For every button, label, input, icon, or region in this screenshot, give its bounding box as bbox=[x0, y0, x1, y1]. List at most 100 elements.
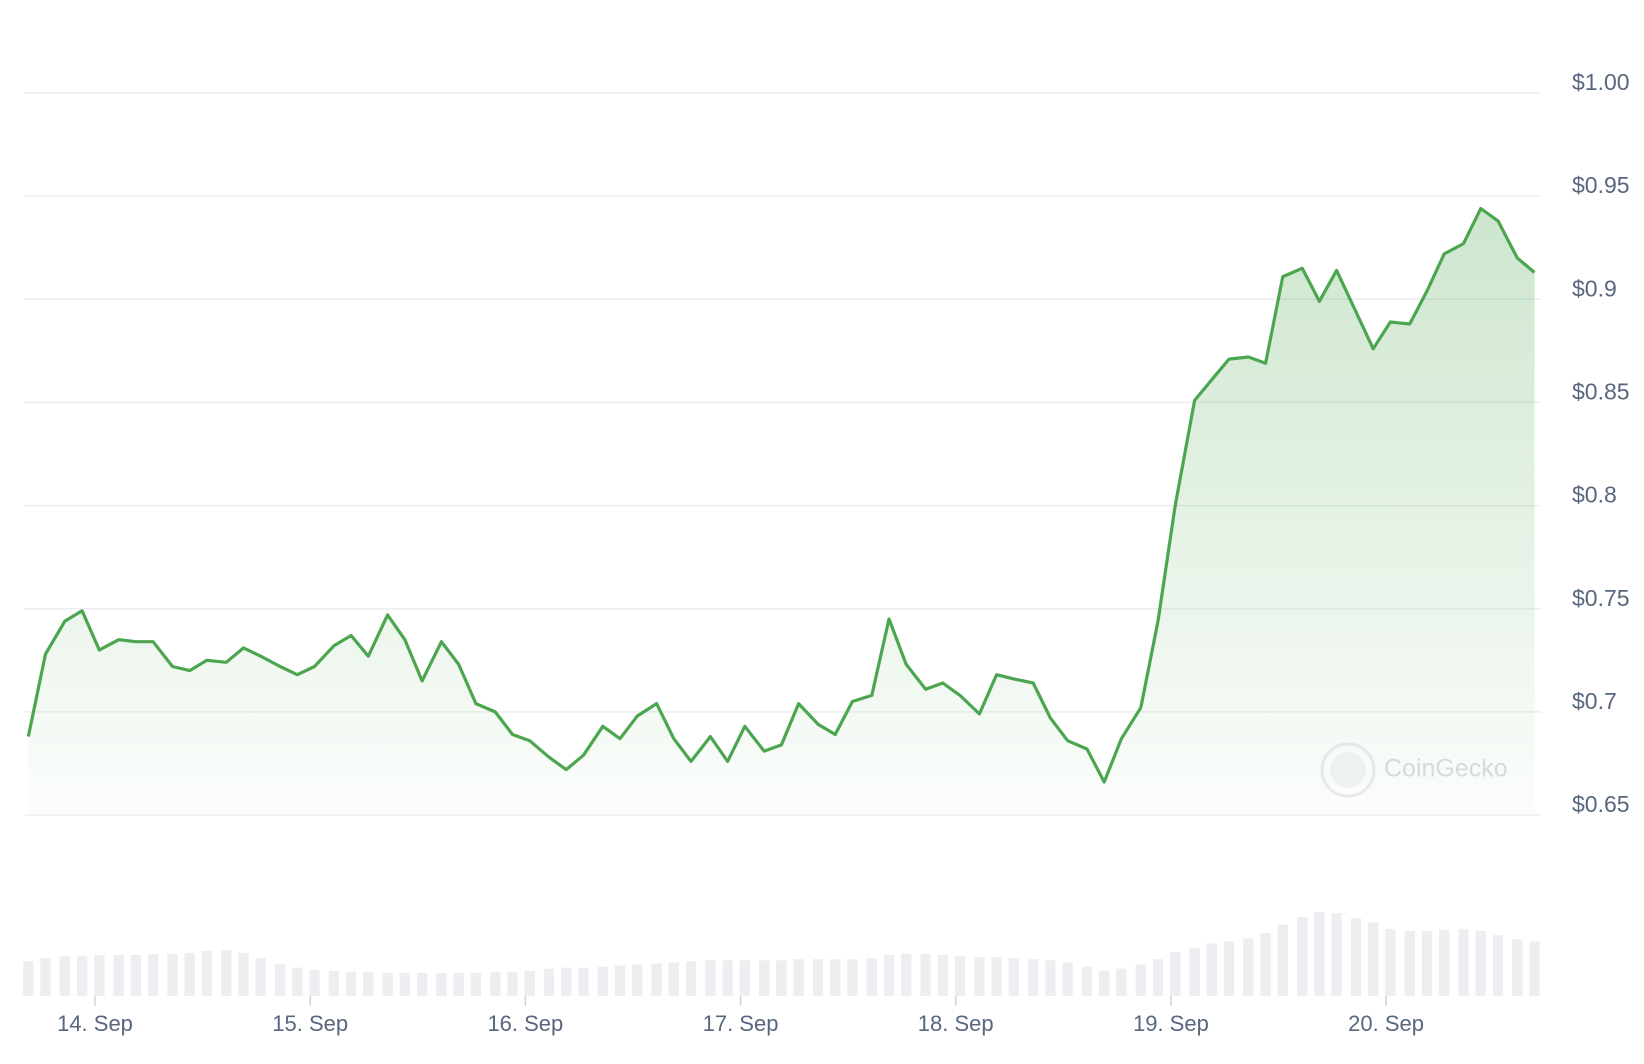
volume-bar bbox=[1062, 962, 1073, 996]
volume-bar bbox=[309, 969, 320, 996]
volume-bar bbox=[1045, 960, 1056, 996]
volume-bar bbox=[94, 955, 105, 996]
volume-bar bbox=[776, 960, 787, 996]
volume-bar bbox=[1170, 951, 1181, 996]
volume-bar bbox=[524, 970, 535, 996]
volume-bar bbox=[1223, 941, 1235, 996]
volume-bar bbox=[632, 964, 643, 996]
volume-bar bbox=[974, 957, 985, 996]
volume-bar bbox=[1260, 933, 1271, 996]
y-tick-label: $0.9 bbox=[1572, 275, 1617, 301]
volume-bar bbox=[363, 971, 374, 996]
volume-bar bbox=[866, 958, 877, 996]
volume-bar bbox=[1421, 930, 1433, 996]
volume-bar bbox=[255, 958, 266, 996]
volume-bar bbox=[1458, 928, 1469, 996]
x-tick-label: 18. Sep bbox=[918, 1011, 994, 1036]
volume-bar bbox=[382, 972, 393, 996]
volume-bar bbox=[1028, 959, 1039, 996]
volume-bar bbox=[40, 958, 51, 996]
volume-bar bbox=[597, 966, 608, 996]
volume-bar bbox=[685, 961, 697, 996]
volume-bar bbox=[76, 956, 88, 996]
y-tick-label: $1.00 bbox=[1572, 69, 1630, 95]
x-tick-label: 16. Sep bbox=[487, 1011, 563, 1036]
volume-bar bbox=[1296, 917, 1308, 996]
x-tick-label: 19. Sep bbox=[1133, 1011, 1209, 1036]
volume-bar bbox=[1189, 947, 1200, 996]
volume-bar bbox=[793, 959, 804, 996]
volume-bar bbox=[147, 954, 159, 996]
x-tick-label: 20. Sep bbox=[1348, 1011, 1424, 1036]
volume-bar bbox=[274, 964, 286, 996]
volume-bar bbox=[847, 959, 858, 996]
volume-bar bbox=[201, 950, 213, 996]
volume-bar bbox=[561, 967, 572, 996]
volume-bar bbox=[1331, 913, 1342, 996]
volume-bar bbox=[937, 955, 948, 996]
volume-bar bbox=[167, 954, 178, 996]
watermark-logo-inner bbox=[1330, 752, 1366, 788]
x-tick-label: 15. Sep bbox=[272, 1011, 348, 1036]
volume-bar bbox=[1008, 958, 1019, 996]
volume-bar bbox=[759, 960, 770, 996]
volume-bar bbox=[507, 971, 518, 996]
volume-bar bbox=[1243, 938, 1254, 996]
y-tick-label: $0.65 bbox=[1572, 791, 1630, 817]
price-line bbox=[26, 206, 1536, 784]
x-tick-label: 14. Sep bbox=[57, 1011, 133, 1036]
volume-bar bbox=[1314, 912, 1325, 996]
volume-bar bbox=[436, 972, 447, 996]
volume-bar bbox=[614, 965, 626, 996]
volume-bar bbox=[901, 954, 912, 996]
volume-bar bbox=[651, 963, 662, 996]
volume-bar bbox=[578, 967, 589, 996]
volume-bar bbox=[130, 955, 142, 996]
volume-bar bbox=[1385, 928, 1396, 996]
volume-bar bbox=[399, 972, 411, 996]
volume-bar bbox=[292, 967, 303, 996]
volume-bar bbox=[238, 952, 249, 996]
volume-bar bbox=[1350, 918, 1362, 996]
y-tick-label: $0.8 bbox=[1572, 482, 1617, 508]
y-tick-label: $0.85 bbox=[1572, 379, 1630, 405]
volume-bar bbox=[954, 956, 966, 996]
volume-bar bbox=[416, 972, 428, 996]
volume-bar bbox=[1492, 935, 1504, 996]
volume-bar bbox=[668, 962, 679, 996]
volume-bar bbox=[1475, 930, 1486, 996]
volume-bar bbox=[453, 972, 464, 996]
y-tick-label: $0.95 bbox=[1572, 172, 1630, 198]
volume-bar bbox=[345, 971, 357, 996]
volume-bar bbox=[722, 960, 733, 996]
x-tick-label: 17. Sep bbox=[703, 1011, 779, 1036]
volume-bar bbox=[1512, 939, 1523, 996]
volume-bar bbox=[113, 955, 124, 996]
volume-bar bbox=[1277, 924, 1288, 996]
watermark-logo bbox=[1320, 742, 1376, 798]
volume-bar bbox=[1135, 964, 1146, 996]
volume-bar bbox=[1152, 959, 1164, 996]
volume-bar bbox=[1206, 943, 1217, 996]
volume-bar bbox=[490, 971, 501, 996]
volume-bar bbox=[920, 954, 931, 996]
volume-bar bbox=[991, 957, 1002, 996]
volume-bar bbox=[1116, 968, 1127, 996]
volume-bar bbox=[705, 960, 716, 996]
volume-bar bbox=[1404, 930, 1415, 996]
volume-bar bbox=[543, 968, 555, 996]
y-tick-label: $0.7 bbox=[1572, 688, 1617, 714]
volume-bar bbox=[470, 972, 482, 996]
volume-bar bbox=[221, 949, 232, 996]
price-area bbox=[28, 208, 1535, 815]
volume-bar bbox=[739, 960, 751, 996]
watermark: CoinGecko bbox=[1320, 742, 1508, 798]
y-tick-label: $0.75 bbox=[1572, 585, 1630, 611]
volume-bar bbox=[830, 959, 841, 996]
volume-bar bbox=[883, 955, 895, 996]
volume-bar bbox=[328, 970, 340, 996]
volume-bar bbox=[184, 952, 195, 996]
volume-bar bbox=[1081, 966, 1093, 996]
